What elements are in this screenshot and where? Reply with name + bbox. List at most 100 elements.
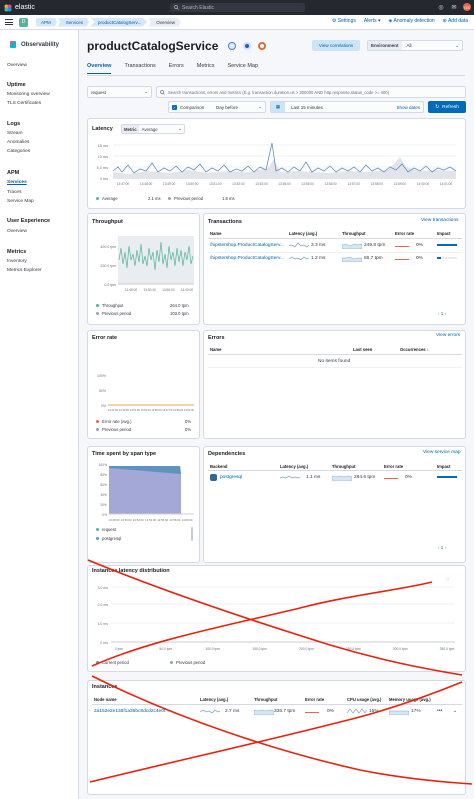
cloud-icon[interactable]: [258, 42, 266, 50]
col-error-rate[interactable]: Error rate: [384, 464, 404, 469]
newsfeed-icon[interactable]: ✉: [451, 4, 457, 11]
col-memory-usage[interactable]: Memory usage (avg.): [389, 697, 431, 702]
page-number[interactable]: 1: [440, 545, 444, 550]
view-errors-link[interactable]: View errors: [436, 333, 461, 338]
legend-previous-period[interactable]: Previous period: [170, 660, 205, 665]
col-name[interactable]: Name: [210, 347, 222, 352]
view-correlations-button[interactable]: View correlations: [312, 40, 360, 51]
refresh-button[interactable]: ↻ Refresh: [428, 101, 466, 113]
nav-traces[interactable]: Traces: [7, 190, 22, 195]
nav-monitoring-overview[interactable]: Monitoring overview: [7, 92, 50, 97]
date-picker[interactable]: ▦ Last 15 minutes Show dates: [270, 101, 424, 113]
x-tick: 0 tpm: [115, 647, 123, 651]
add-data-link[interactable]: ⊕ Add data: [442, 18, 468, 24]
tab-overview[interactable]: Overview: [87, 63, 112, 74]
col-error-rate[interactable]: Error rate: [305, 697, 325, 702]
legend-scrollbar[interactable]: [191, 527, 193, 541]
x-ticks: 13:48:00 13:52:00 13:56:00 14:00:00: [125, 288, 194, 292]
nav-inventory[interactable]: Inventory: [7, 259, 27, 264]
x-tick: 13:50:00: [186, 182, 199, 186]
transaction-throughput: 86.7 tpm: [364, 256, 383, 261]
info-icon[interactable]: ◌: [446, 577, 450, 583]
go-icon[interactable]: [243, 42, 251, 50]
dependency-name-link[interactable]: postgresql: [220, 475, 243, 480]
nav-service-map[interactable]: Service Map: [7, 199, 34, 204]
legend-previous[interactable]: Previous period: [168, 196, 203, 201]
user-avatar[interactable]: DS: [463, 3, 471, 11]
grpc-icon[interactable]: [228, 42, 236, 50]
legend-average[interactable]: Average: [96, 196, 118, 201]
breadcrumb-service[interactable]: productCatalogServ...: [90, 17, 148, 27]
breadcrumb-apm[interactable]: APM: [36, 17, 57, 27]
y-tick: 0%: [102, 513, 107, 517]
legend-current-period[interactable]: Current period: [96, 660, 129, 665]
breadcrumb-bar: D APM Services productCatalogServ... Ove…: [0, 15, 474, 30]
comparison-value[interactable]: Day before: [216, 104, 239, 110]
calendar-icon[interactable]: ▦: [271, 102, 285, 112]
col-throughput[interactable]: Throughput: [332, 464, 356, 469]
prev-page-icon[interactable]: ‹: [438, 311, 440, 316]
nav-categories[interactable]: Categories: [7, 149, 31, 154]
col-backend[interactable]: Backend: [210, 464, 228, 469]
nav-tls-certificates[interactable]: TLS Certificates: [7, 101, 42, 106]
environment-select[interactable]: Environment All ⌄: [367, 40, 463, 51]
alerts-link[interactable]: Alerts ▾: [363, 18, 381, 24]
nav-stream[interactable]: Stream: [7, 131, 23, 136]
page-number[interactable]: 1: [440, 311, 444, 316]
col-node-name[interactable]: Node name: [94, 697, 117, 702]
col-cpu-usage[interactable]: CPU usage (avg.): [347, 697, 382, 702]
col-occurrences[interactable]: Occurrences ↓: [400, 347, 429, 352]
col-throughput[interactable]: Throughput: [254, 697, 278, 702]
legend-error-rate[interactable]: Error rate (avg.): [96, 419, 132, 424]
transaction-type-select[interactable]: request ⌄: [87, 86, 152, 98]
nav-ux-overview[interactable]: Overview: [7, 229, 27, 234]
help-icon[interactable]: ◎: [438, 4, 444, 11]
col-impact[interactable]: Impact: [437, 231, 451, 236]
col-throughput[interactable]: Throughput: [342, 231, 366, 236]
space-avatar[interactable]: D: [19, 17, 28, 27]
col-latency[interactable]: Latency (avg.): [280, 464, 309, 469]
view-transactions-link[interactable]: View transactions: [421, 218, 459, 223]
nav-anomalies[interactable]: Anomalies: [7, 140, 30, 145]
col-impact[interactable]: Impact: [437, 464, 451, 469]
show-dates-link[interactable]: Show dates: [396, 104, 420, 110]
settings-link[interactable]: ⚙ Settings: [331, 18, 356, 24]
tab-metrics[interactable]: Metrics: [196, 63, 215, 69]
tab-service-map[interactable]: Service Map: [227, 63, 259, 69]
nav-metrics-explorer[interactable]: Metrics Explorer: [7, 268, 42, 273]
x-tick: 14:01:00: [184, 408, 195, 412]
next-page-icon[interactable]: ›: [444, 311, 447, 316]
prev-page-icon[interactable]: ‹: [438, 545, 440, 550]
chevron-down-icon[interactable]: ⌄: [453, 708, 458, 714]
legend-request[interactable]: request: [96, 527, 116, 532]
legend-previous[interactable]: Previous period: [96, 311, 131, 316]
legend-previous[interactable]: Previous period: [96, 427, 131, 432]
next-page-icon[interactable]: ›: [444, 545, 447, 550]
node-name-link[interactable]: 2a152e2e136f1a36bc8dcd2c4e0f...: [94, 709, 170, 714]
legend-throughput[interactable]: Throughput: [96, 303, 123, 308]
latency-metric-select[interactable]: Metric Average ⌄: [121, 124, 185, 134]
actions-icon[interactable]: •••: [437, 708, 443, 714]
tab-errors[interactable]: Errors: [168, 63, 184, 69]
transaction-name-link[interactable]: /hipstershop.ProductCatalogServ...: [210, 243, 285, 248]
legend-postgresql[interactable]: postgresql: [96, 536, 121, 541]
col-name[interactable]: Name: [210, 231, 222, 236]
global-search[interactable]: Search Elastic: [170, 3, 305, 12]
anomaly-link[interactable]: ◈ Anomaly detection: [388, 18, 435, 24]
col-latency[interactable]: Latency (avg.): [200, 697, 229, 702]
nav-overview[interactable]: Overview: [7, 63, 27, 68]
view-service-map-link[interactable]: View service map: [423, 450, 461, 455]
tab-transactions[interactable]: Transactions: [124, 63, 156, 69]
menu-toggle-icon[interactable]: [5, 18, 13, 26]
col-error-rate[interactable]: Error rate: [395, 231, 415, 236]
breadcrumb-services[interactable]: Services: [57, 17, 90, 27]
transaction-name-link[interactable]: /hipstershop.ProductCatalogServ...: [210, 256, 285, 261]
elastic-logo[interactable]: elastic: [4, 4, 94, 12]
legend-throughput-value: 264.0 tpm: [170, 303, 189, 308]
col-last-seen[interactable]: Last seen: [353, 347, 373, 352]
comparison-checkbox[interactable]: ✓: [172, 104, 177, 110]
nav-services[interactable]: Services: [7, 180, 27, 185]
kuery-search-bar[interactable]: Search transactions, errors and metrics …: [156, 86, 466, 98]
col-latency[interactable]: Latency (avg.): [289, 231, 318, 236]
comparison-control[interactable]: ✓ Comparison Day before ⌄: [168, 101, 266, 113]
